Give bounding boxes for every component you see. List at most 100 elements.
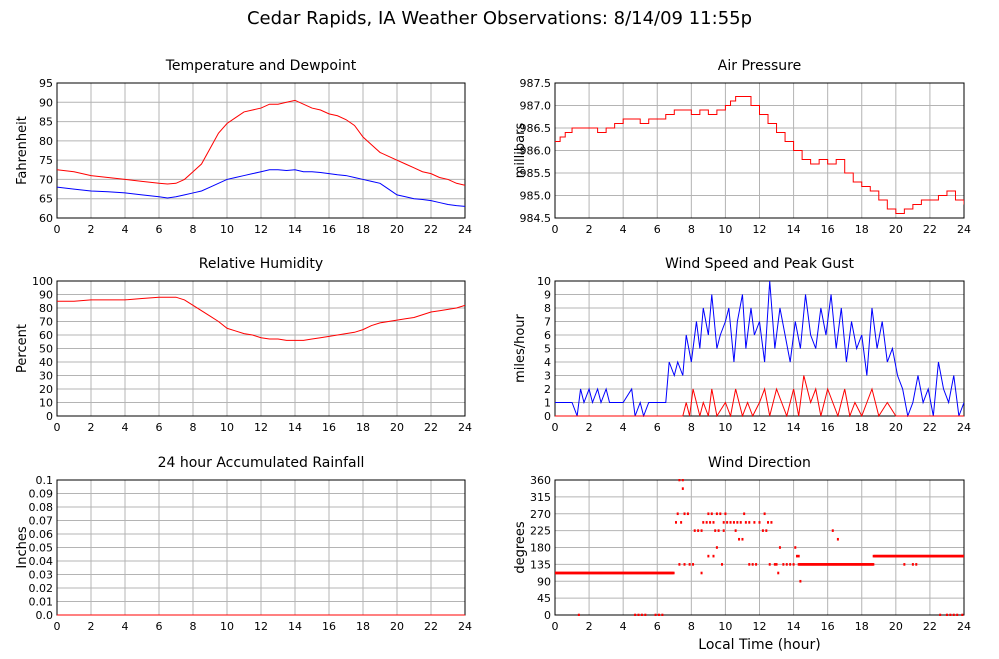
wind-direction-point	[933, 554, 936, 558]
wind-direction-point	[671, 571, 674, 575]
x-tick-label: 10	[220, 223, 234, 236]
wind-direction-point	[952, 613, 955, 616]
wind-direction-point	[591, 571, 594, 575]
wind-direction-point	[814, 563, 817, 566]
wind-direction-point	[567, 571, 570, 575]
wind-direction-point	[951, 554, 954, 558]
wind-direction-point	[889, 554, 892, 558]
y-tick-label: 10	[39, 397, 53, 410]
wind-direction-point	[803, 563, 806, 566]
x-axis-label: Local Time (hour)	[698, 637, 820, 653]
wind-direction-point	[724, 512, 727, 516]
plot-frame	[554, 479, 965, 616]
wind-direction-point	[753, 521, 756, 524]
chart-title: Air Pressure	[718, 58, 801, 74]
y-tick-label: 10	[537, 275, 551, 288]
wind-direction-point	[914, 554, 917, 558]
wind-direction-point	[923, 554, 926, 558]
wind-direction-point	[861, 563, 864, 566]
x-tick-label: 4	[620, 620, 627, 633]
wind-direction-point	[904, 554, 907, 558]
wind-direction-point	[700, 529, 703, 532]
y-tick-label: 360	[530, 474, 551, 487]
wind-direction-point	[961, 554, 964, 558]
wind-direction-point	[826, 563, 829, 566]
y-tick-label: 225	[530, 525, 551, 538]
wind-direction-point	[892, 554, 895, 558]
wind-direction-point	[929, 554, 932, 558]
x-tick-label: 14	[288, 421, 302, 434]
wind-direction-point	[818, 563, 821, 566]
plot-frame	[554, 280, 965, 417]
x-tick-label: 20	[889, 620, 903, 633]
wind-direction-point	[956, 613, 959, 616]
x-tick-label: 8	[190, 421, 197, 434]
wind-direction-point	[906, 554, 909, 558]
wind-direction-point	[899, 554, 902, 558]
wind-direction-point	[751, 563, 754, 566]
wind-direction-point	[635, 571, 638, 575]
x-tick-label: 10	[220, 620, 234, 633]
wind-direction-point	[652, 571, 655, 575]
wind-direction-point	[849, 563, 852, 566]
wind-direction-point	[837, 563, 840, 566]
wind-direction-point	[918, 554, 921, 558]
wind-direction-point	[848, 563, 851, 566]
wind-direction-point	[661, 613, 664, 616]
wind-direction-point	[558, 571, 561, 575]
wind-direction-point	[770, 521, 773, 524]
wind-direction-point	[715, 546, 718, 549]
wind-direction-point	[957, 554, 960, 558]
wind-direction-point	[934, 554, 937, 558]
x-tick-label: 0	[54, 620, 61, 633]
wind-direction-point	[639, 571, 642, 575]
x-tick-label: 22	[923, 620, 937, 633]
wind-direction-point	[569, 571, 572, 575]
wind-direction-point	[947, 554, 950, 558]
x-tick-label: 0	[54, 421, 61, 434]
x-tick-label: 12	[753, 223, 767, 236]
wind-direction-point	[839, 563, 842, 566]
wind-direction-point	[840, 563, 843, 566]
wind-direction-point	[572, 571, 575, 575]
x-tick-label: 12	[254, 620, 268, 633]
series-group	[555, 96, 964, 214]
wind-direction-point	[712, 521, 715, 524]
x-tick-label: 14	[787, 223, 801, 236]
wind-direction-point	[628, 571, 631, 575]
x-tick-label: 22	[424, 421, 438, 434]
wind-direction-point	[732, 521, 735, 524]
x-tick-label: 2	[88, 223, 95, 236]
wind-direction-point	[678, 563, 681, 566]
wind-direction-point	[900, 554, 903, 558]
wind-direction-point	[876, 554, 879, 558]
wind-direction-point	[615, 571, 618, 575]
y-tick-label: 986.5	[520, 122, 552, 135]
wind-direction-point	[789, 563, 792, 566]
wind-direction-point	[800, 563, 803, 566]
wind-direction-point	[949, 613, 952, 616]
wind-direction-point	[561, 571, 564, 575]
wind-direction-point	[722, 529, 725, 532]
wind-direction-point	[616, 571, 619, 575]
wind-direction-point	[857, 563, 860, 566]
wind-direction-point	[877, 554, 880, 558]
wind-direction-point	[901, 554, 904, 558]
x-tick-label: 8	[688, 223, 695, 236]
x-tick-label: 12	[254, 223, 268, 236]
wind-direction-point	[871, 563, 874, 566]
x-tick-label: 20	[889, 223, 903, 236]
wind-direction-point	[627, 571, 630, 575]
wind-direction-point	[942, 554, 945, 558]
wind-direction-point	[859, 563, 862, 566]
wind-direction-point	[606, 571, 609, 575]
wind-direction-point	[834, 563, 837, 566]
series-line-1	[57, 99, 465, 186]
wind-direction-point	[907, 554, 910, 558]
wind-direction-point	[810, 563, 813, 566]
wind-direction-point	[584, 571, 587, 575]
wind-direction-point	[638, 571, 641, 575]
x-tick-label: 14	[787, 421, 801, 434]
x-tick-label: 12	[753, 620, 767, 633]
x-tick-label: 6	[654, 223, 661, 236]
